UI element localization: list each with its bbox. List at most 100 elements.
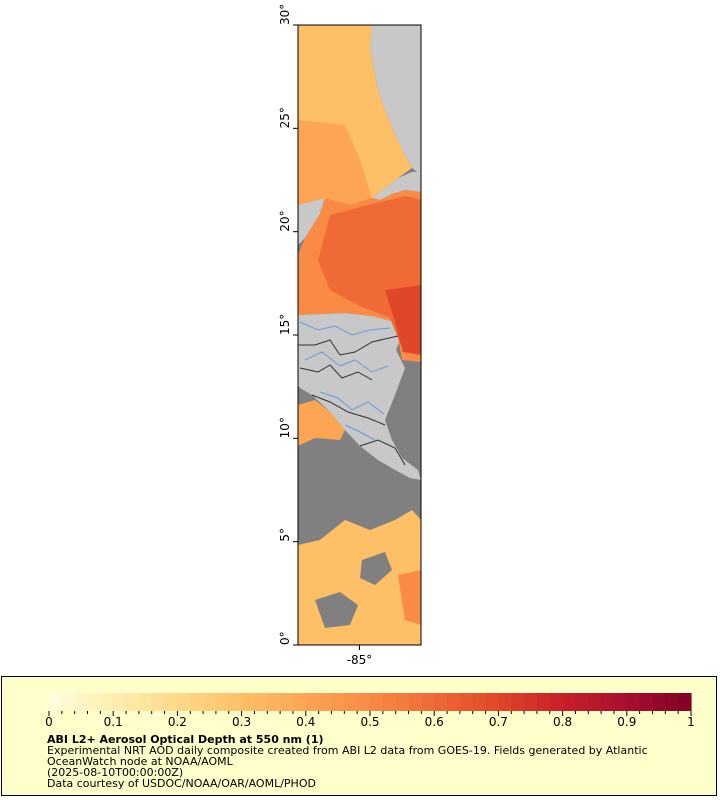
colorbar-cell [100, 693, 114, 711]
colorbar-cell [421, 693, 435, 711]
colorbar-cell [49, 693, 63, 711]
colorbar-tick-label: 0.7 [489, 715, 508, 729]
colorbar-cell [408, 693, 422, 711]
colorbar-cell [126, 693, 140, 711]
colorbar-tick-label: 0.8 [553, 715, 572, 729]
border-line [299, 364, 373, 381]
colorbar-tick-label: 0.2 [168, 715, 187, 729]
river-line [304, 351, 389, 373]
border-line [311, 394, 386, 426]
colorbar-cell [203, 693, 217, 711]
colorbar-cell [678, 693, 692, 711]
aod-gulf-south-field [298, 120, 372, 205]
colorbar-cell [215, 693, 230, 711]
colorbar-cell [601, 693, 615, 711]
colorbar-cell [382, 693, 397, 711]
aod-nodata-gap [315, 592, 358, 628]
colorbar-cell [626, 693, 641, 711]
border-line [298, 335, 399, 356]
colorbar-cell [267, 693, 281, 711]
river-line [344, 424, 376, 441]
colorbar-cell [447, 693, 461, 711]
map-plot-area [298, 25, 421, 645]
colorbar-cell [305, 693, 320, 711]
colorbar-cell [331, 693, 345, 711]
colorbar-cell [588, 693, 602, 711]
colorbar-tick-label: 0.4 [296, 715, 315, 729]
legend-description-line-2: OceanWatch node at NOAA/AOML [47, 755, 233, 768]
colorbar-cell [357, 693, 371, 711]
colorbar-tick-label: 0 [45, 715, 53, 729]
legend-description-line-1: Experimental NRT AOD daily composite cre… [47, 744, 648, 757]
legend-timestamp: (2025-08-10T00:00:00Z) [47, 766, 184, 779]
latitude-axis: 30° 25° 20° 15° 10° 5° 0° [278, 4, 298, 646]
colorbar-tick-label: 1 [687, 715, 695, 729]
colorbar-cell [228, 693, 243, 711]
colorbar-cell [177, 693, 191, 711]
aod-nodata-gap [360, 552, 392, 585]
colorbar-tick-label: 0.9 [617, 715, 636, 729]
colorbar: 0 0.1 0.2 0.3 0.4 0.5 0.6 0.7 0.8 0.9 1 [45, 693, 695, 729]
florida-peninsula [370, 25, 421, 175]
colorbar-cell [344, 693, 358, 711]
cuba-landmass [372, 172, 421, 200]
colorbar-cell [511, 693, 525, 711]
lat-tick-label: 30° [278, 4, 292, 25]
colorbar-cell [485, 693, 499, 711]
aod-equatorial-east [398, 570, 421, 625]
colorbar-cell [370, 693, 384, 711]
colorbar-cell [113, 693, 127, 711]
aod-high-spot [385, 285, 421, 355]
lat-tick-label: 20° [278, 210, 292, 231]
river-line [299, 321, 391, 336]
legend-credit: Data courtesy of USDOC/NOAA/OAR/AOML/PHO… [47, 777, 316, 790]
lon-tick-label: -85° [347, 653, 373, 667]
colorbar-tick-label: 0.6 [425, 715, 444, 729]
lat-tick-label: 25° [278, 107, 292, 128]
colorbar-cell [575, 693, 589, 711]
colorbar-cell [665, 693, 679, 711]
colorbar-cell [549, 693, 564, 711]
colorbar-cell [318, 693, 333, 711]
colorbar-cell [472, 693, 487, 711]
colorbar-cell [292, 693, 307, 711]
longitude-axis: -85° [347, 645, 373, 667]
country-borders [298, 335, 406, 466]
colorbar-cell [524, 693, 538, 711]
map-figure: 30° 25° 20° 15° 10° 5° 0° -85° [278, 4, 422, 667]
colorbar-cell [151, 693, 166, 711]
colorbar-cell [434, 693, 448, 711]
colorbar-tick-label: 0.1 [104, 715, 123, 729]
colorbar-cell [498, 693, 512, 711]
colorbar-cell [536, 693, 551, 711]
river-line [319, 391, 385, 415]
lat-tick-label: 0° [278, 631, 292, 645]
aod-pacific-patch [298, 400, 345, 445]
lat-tick-label: 5° [278, 528, 292, 542]
lat-tick-label: 10° [278, 417, 292, 438]
colorbar-cell [459, 693, 474, 711]
colorbar-cell [164, 693, 178, 711]
lat-tick-label: 15° [278, 314, 292, 335]
colorbar-tick-label: 0.5 [360, 715, 379, 729]
colorbar-cell [190, 693, 204, 711]
colorbar-cell [138, 693, 153, 711]
colorbar-cell [562, 693, 577, 711]
colorbar-tick-label: 0.3 [232, 715, 251, 729]
colorbar-cell [613, 693, 628, 711]
colorbar-cell [254, 693, 268, 711]
colorbar-cell [61, 693, 76, 711]
colorbar-cell [639, 693, 654, 711]
colorbar-cell [395, 693, 410, 711]
colorbar-ticks: 0 0.1 0.2 0.3 0.4 0.5 0.6 0.7 0.8 0.9 1 [45, 711, 695, 729]
colorbar-cell [280, 693, 294, 711]
legend-title: ABI L2+ Aerosol Optical Depth at 550 nm … [47, 733, 324, 746]
colorbar-cell [87, 693, 101, 711]
yucatan-landmass [298, 198, 325, 245]
colorbar-cell [652, 693, 666, 711]
colorbar-cell [241, 693, 256, 711]
colorbar-cells [49, 693, 692, 711]
rivers [299, 321, 391, 441]
colorbar-cell [74, 693, 89, 711]
legend-panel: 0 0.1 0.2 0.3 0.4 0.5 0.6 0.7 0.8 0.9 1 [1, 676, 717, 796]
